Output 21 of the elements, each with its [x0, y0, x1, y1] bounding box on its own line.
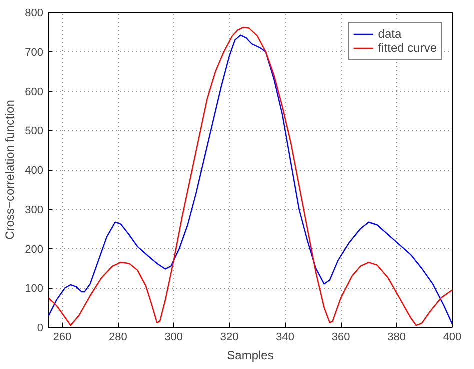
y-tick-label: 500: [25, 126, 44, 138]
x-tick-label: 300: [164, 332, 184, 344]
x-tick-label: 260: [53, 332, 72, 344]
x-axis-title: Samples: [227, 348, 274, 362]
y-axis-title: Cross−correlation function: [3, 100, 18, 240]
legend-label: data: [378, 27, 402, 41]
y-tick-label: 0: [37, 322, 44, 334]
y-tick-label: 300: [25, 204, 44, 216]
y-tick-label: 400: [25, 165, 44, 177]
y-tick-label: 800: [25, 8, 44, 20]
y-tick-label: 200: [25, 244, 44, 256]
legend-label: fitted curve: [378, 41, 437, 55]
x-tick-label: 380: [388, 332, 406, 344]
x-tick-label: 280: [108, 332, 128, 344]
y-tick-label: 100: [25, 283, 44, 296]
x-tick-label: 340: [276, 332, 295, 344]
x-tick-label: 320: [220, 332, 239, 344]
x-tick-label: 360: [332, 332, 350, 344]
y-tick-label: 600: [25, 86, 44, 98]
x-tick-label: 400: [443, 332, 462, 344]
y-tick-label: 700: [25, 46, 44, 59]
